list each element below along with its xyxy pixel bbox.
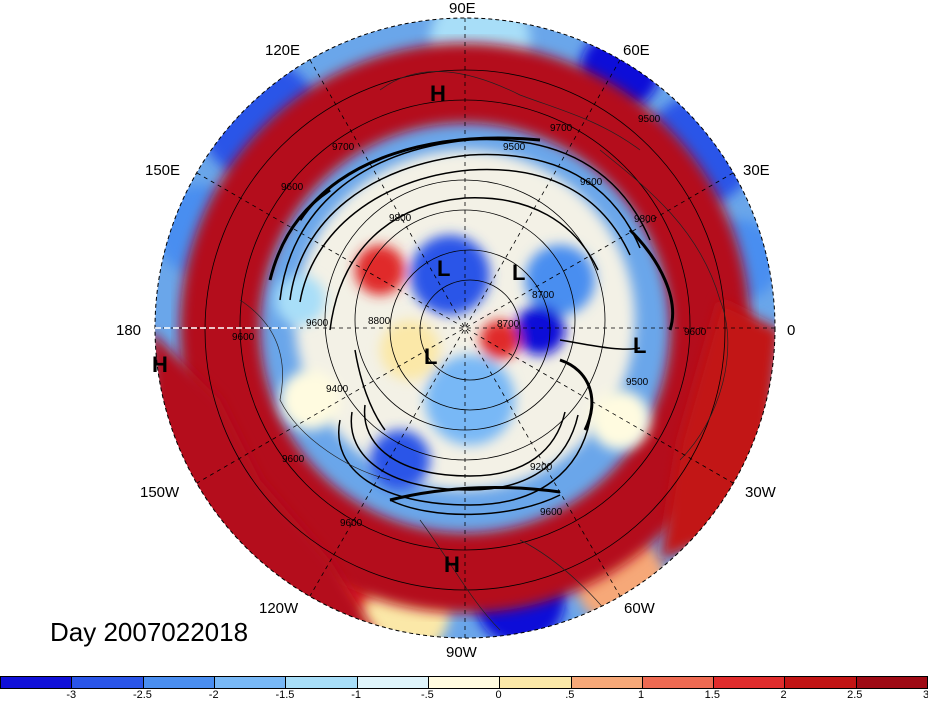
contour-label: 9600 — [281, 182, 304, 193]
colorbar-tick-label: -1.5 — [275, 689, 295, 701]
low-center: L — [633, 333, 646, 358]
day-label: Day 2007022018 — [50, 617, 249, 647]
colorbar-segment — [428, 677, 501, 688]
colorbar-segment — [357, 677, 429, 688]
colorbar-segment — [856, 677, 928, 688]
colorbar-segment — [571, 677, 643, 688]
low-center: L — [437, 256, 450, 281]
contour-label: 9800 — [389, 213, 412, 224]
lon-label-120w: 120W — [259, 600, 299, 617]
contour-label: 9600 — [282, 454, 305, 465]
colorbar-segment — [714, 677, 786, 688]
contour-label: 9800 — [634, 214, 657, 225]
colorbar-tick-label: 1 — [638, 689, 645, 701]
high-center: H — [444, 552, 460, 577]
colorbar-tick-label: -.5 — [420, 689, 434, 701]
colorbar-tick-label: -3 — [66, 689, 77, 701]
contour-label: 9200 — [530, 462, 553, 473]
colorbar-segment — [214, 677, 287, 688]
colorbar: -3 -2.5 -2 -1.5 -1 -.5 0 .5 1 1.5 2 2.5 3 — [0, 676, 928, 702]
lon-label-30e: 30E — [743, 162, 770, 179]
colorbar-segment — [500, 677, 572, 688]
colorbar-strip — [0, 676, 928, 689]
lon-label-60w: 60W — [624, 600, 656, 617]
colorbar-tick-label: 3 — [922, 689, 928, 701]
colorbar-tick-label: 1.5 — [704, 689, 720, 701]
lon-label-90e: 90E — [449, 0, 476, 17]
contour-label: 9400 — [326, 384, 349, 395]
contour-label: 9600 — [684, 327, 707, 338]
contour-label: 9600 — [306, 318, 329, 329]
contour-label: 9600 — [540, 507, 563, 518]
colorbar-tick-label: -2 — [208, 689, 219, 701]
contour-label: 8700 — [532, 290, 555, 301]
colorbar-segment — [286, 677, 358, 688]
high-center: H — [152, 352, 168, 377]
lon-label-150e: 150E — [145, 162, 180, 179]
lon-label-180: 180 — [116, 322, 141, 339]
contour-label: 8800 — [368, 316, 391, 327]
contour-label: 9500 — [638, 114, 661, 125]
contour-label: 8700 — [497, 319, 520, 330]
low-center: L — [512, 260, 525, 285]
high-center: H — [430, 81, 446, 106]
meridian-lines — [155, 18, 775, 638]
contour-label: 9700 — [550, 123, 573, 134]
lon-label-30w: 30W — [745, 484, 777, 501]
lon-label-150w: 150W — [140, 484, 180, 501]
colorbar-segment — [785, 677, 857, 688]
contour-label: 9600 — [340, 518, 363, 529]
lon-label-60e: 60E — [623, 42, 650, 59]
contour-label: 9600 — [232, 332, 255, 343]
colorbar-tick-label: 0 — [495, 689, 502, 701]
colorbar-segment — [642, 677, 715, 688]
colorbar-segment — [1, 677, 73, 688]
colorbar-segment — [143, 677, 215, 688]
contour-label: 9500 — [626, 377, 649, 388]
lon-label-90w: 90W — [446, 644, 478, 661]
colorbar-segment — [72, 677, 144, 688]
lon-label-0: 0 — [787, 322, 795, 339]
contour-label: 9500 — [503, 142, 526, 153]
contour-label: 9700 — [332, 142, 355, 153]
colorbar-tick-label: -1 — [351, 689, 362, 701]
lon-label-120e: 120E — [265, 42, 300, 59]
colorbar-tick-label: 2.5 — [847, 689, 863, 701]
low-center: L — [424, 344, 437, 369]
contour-label: 9600 — [580, 177, 603, 188]
colorbar-tick-label: 2 — [780, 689, 787, 701]
colorbar-tick-label: -2.5 — [132, 689, 152, 701]
colorbar-tick-label: .5 — [565, 689, 575, 701]
